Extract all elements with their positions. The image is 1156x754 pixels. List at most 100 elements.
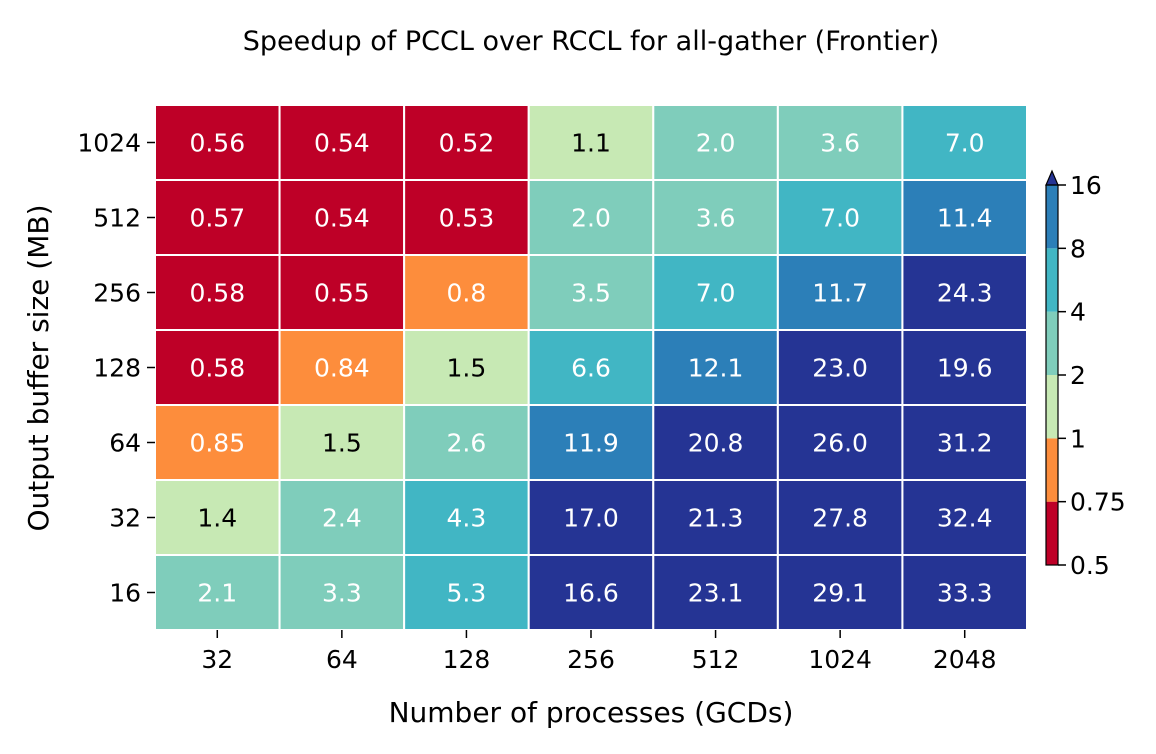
heatmap-cell [278, 104, 406, 181]
cell-label: 4.3 [447, 504, 487, 533]
cell-label: 11.9 [563, 429, 619, 458]
cell-label: 1.5 [447, 354, 487, 383]
colorbar-segment [1046, 185, 1058, 249]
heatmap-cell [403, 179, 530, 256]
cell-label: 6.6 [571, 354, 611, 383]
colorbar-tick-label: 16 [1070, 171, 1102, 200]
heatmap-cell [403, 254, 530, 331]
cell-label: 1.1 [571, 129, 611, 158]
colorbar-segment [1046, 248, 1058, 312]
cell-label: 0.53 [439, 204, 495, 233]
heatmap-cell [154, 104, 281, 181]
x-tick-label: 64 [326, 645, 358, 674]
cell-label: 1.4 [197, 504, 237, 533]
heatmap-cell [278, 254, 406, 331]
cell-label: 0.84 [314, 354, 370, 383]
heatmap-cell [278, 479, 406, 556]
colorbar-tick-label: 0.75 [1070, 488, 1126, 517]
y-tick-label: 128 [93, 354, 141, 383]
cell-label: 2.4 [322, 504, 362, 533]
colorbar-tick-label: 2 [1070, 361, 1086, 390]
cell-label: 0.57 [189, 204, 245, 233]
cell-label: 0.58 [189, 279, 245, 308]
cell-label: 7.0 [820, 204, 860, 233]
cell-label: 21.3 [688, 504, 744, 533]
cell-label: 5.3 [447, 579, 487, 608]
colorbar: 0.5 0.75 1 2 4 8 16 [1045, 169, 1126, 580]
cell-label: 2.0 [571, 204, 611, 233]
y-tick-label: 512 [93, 204, 141, 233]
cell-label: 23.1 [688, 579, 744, 608]
heatmap-cell [527, 554, 655, 631]
heatmap-cell [776, 329, 904, 406]
cell-label: 26.0 [812, 429, 868, 458]
colorbar-segment [1046, 311, 1058, 375]
cell-label: 3.3 [322, 579, 362, 608]
x-tick-label: 2048 [933, 645, 997, 674]
cell-label: 27.8 [812, 504, 868, 533]
colorbar-tick-label: 1 [1070, 424, 1086, 453]
cell-label: 2.1 [197, 579, 237, 608]
heatmap-cell [527, 254, 655, 331]
cell-label: 7.0 [696, 279, 736, 308]
heatmap-cell [154, 329, 281, 406]
x-tick-label: 32 [201, 645, 233, 674]
heatmap-cell [154, 554, 281, 631]
heatmap-cell [652, 179, 779, 256]
heatmap-cell [901, 554, 1029, 631]
heatmap-cell [776, 104, 904, 181]
cell-label: 2.0 [696, 129, 736, 158]
x-tick-label: 256 [567, 645, 615, 674]
cell-label: 0.52 [439, 129, 495, 158]
y-tick-label: 64 [109, 429, 141, 458]
x-tick-label: 1024 [808, 645, 872, 674]
colorbar-tick-label: 8 [1070, 234, 1086, 263]
heatmap-cell [154, 404, 281, 481]
x-axis-label: Number of processes (GCDs) [389, 696, 794, 729]
heatmap-cell [901, 329, 1029, 406]
cell-label: 11.4 [937, 204, 993, 233]
cell-label: 0.56 [189, 129, 245, 158]
heatmap-cell [403, 554, 530, 631]
cell-label: 16.6 [563, 579, 619, 608]
heatmap-cell [278, 329, 406, 406]
cell-label: 17.0 [563, 504, 619, 533]
cell-label: 0.54 [314, 204, 370, 233]
heatmap-cell [652, 479, 779, 556]
cell-label: 0.58 [189, 354, 245, 383]
cell-label: 11.7 [812, 279, 868, 308]
heatmap-cell [652, 254, 779, 331]
cell-label: 24.3 [937, 279, 993, 308]
heatmap-cell [776, 554, 904, 631]
heatmap-cell [901, 479, 1029, 556]
cell-label: 3.6 [696, 204, 736, 233]
colorbar-segment [1046, 438, 1058, 502]
cell-label: 1.5 [322, 429, 362, 458]
colorbar-extend-arrow [1045, 169, 1059, 186]
cell-label: 0.54 [314, 129, 370, 158]
cell-label: 0.85 [189, 429, 245, 458]
chart-title: Speedup of PCCL over RCCL for all-gather… [243, 26, 939, 57]
cell-label: 3.6 [820, 129, 860, 158]
colorbar-tick-label: 0.5 [1070, 551, 1110, 580]
heatmap-cell [527, 479, 655, 556]
cell-label: 0.8 [447, 279, 487, 308]
cell-label: 2.6 [447, 429, 487, 458]
heatmap-cell [776, 254, 904, 331]
cell-label: 29.1 [812, 579, 868, 608]
cell-label: 32.4 [937, 504, 993, 533]
cell-label: 19.6 [937, 354, 993, 383]
cell-label: 31.2 [937, 429, 993, 458]
colorbar-tick-label: 4 [1070, 298, 1086, 327]
heatmap-cell [403, 404, 530, 481]
x-tick-label: 512 [692, 645, 740, 674]
cell-label: 20.8 [688, 429, 744, 458]
heatmap-cell [901, 179, 1029, 256]
heatmap-cell [652, 554, 779, 631]
cell-label: 23.0 [812, 354, 868, 383]
cell-label: 12.1 [688, 354, 744, 383]
y-tick-label: 256 [93, 279, 141, 308]
cell-label: 33.3 [937, 579, 993, 608]
heatmap-cell [154, 479, 281, 556]
